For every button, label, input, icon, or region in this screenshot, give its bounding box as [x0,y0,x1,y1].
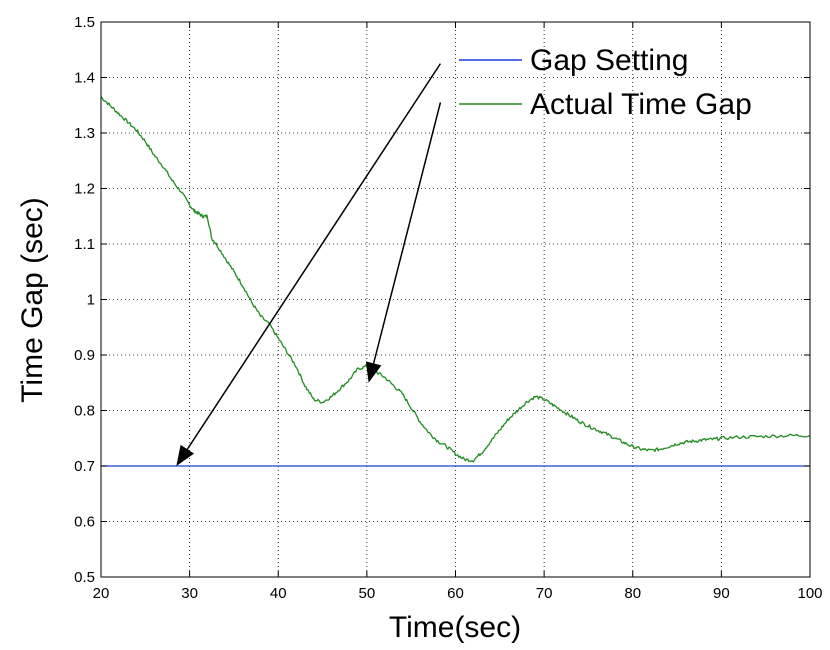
arrow-shaft [186,63,442,450]
series-layer [101,96,810,467]
y-tick-label: 1.5 [74,14,95,31]
x-tick-label: 60 [447,585,464,602]
legend-label-gap-setting: Gap Setting [530,44,688,77]
y-tick-label: 1.4 [74,70,95,87]
grid-lines [101,22,810,577]
x-tick-label: 70 [536,585,553,602]
y-axis-title: Time Gap (sec) [16,197,49,403]
y-tick-label: 0.8 [74,403,95,420]
y-tick-label: 1.1 [74,236,95,253]
x-tick-label: 80 [624,585,641,602]
x-tick-label: 90 [713,585,730,602]
y-tick-label: 0.7 [74,458,95,475]
arrow-head [365,361,382,383]
y-tick-label: 0.5 [74,569,95,586]
y-tick-label: 0.9 [74,347,95,364]
legend-label-actual-time-gap: Actual Time Gap [530,88,752,121]
y-tick-label: 1 [87,292,95,309]
y-tick-label: 0.6 [74,514,95,531]
arrow-head [176,444,194,466]
x-tick-label: 50 [359,585,376,602]
x-axis-title: Time(sec) [389,611,521,644]
axis-ticks: 20 30 40 50 60 70 80 90 100 0.5 0.6 0.7 0.8 0.9 1 1.1 1.… [74,14,822,602]
series-line-actual-time-gap [101,96,810,463]
legend: Gap Setting Actual Time Gap [459,44,752,121]
arrow-annotations [176,63,442,466]
x-tick-label: 20 [93,585,110,602]
x-tick-label: 30 [181,585,198,602]
x-tick-label: 40 [270,585,287,602]
y-tick-label: 1.2 [74,181,95,198]
x-tick-label: 100 [797,585,822,602]
arrow-shaft [372,102,442,364]
y-tick-label: 1.3 [74,125,95,142]
